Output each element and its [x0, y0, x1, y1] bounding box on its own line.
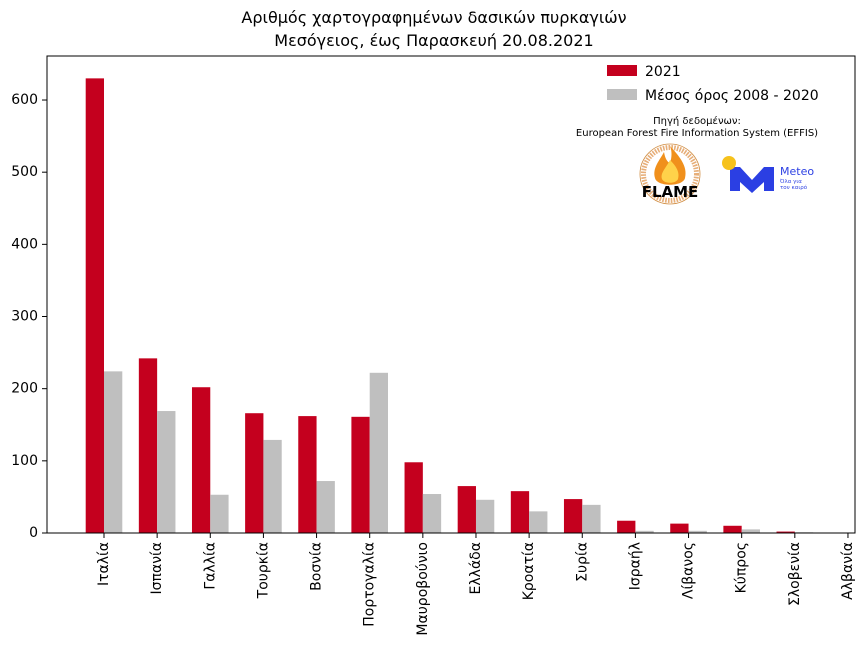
legend-label-average: Μέσος όρος 2008 - 2020 — [645, 88, 819, 104]
x-tick-label: Γαλλία — [202, 542, 218, 590]
bar-average-5 — [369, 372, 388, 533]
x-tick-label: Λίβανος — [681, 542, 697, 599]
bar-2021-5 — [351, 416, 370, 533]
meteo-m-icon — [730, 167, 774, 193]
x-tick-label: Ισραήλ — [627, 542, 643, 590]
bar-2021-4 — [298, 416, 317, 533]
x-tick-label: Τουρκία — [255, 542, 271, 599]
y-tick-label: 600 — [11, 92, 38, 108]
bar-2021-9 — [563, 499, 583, 533]
bar-2021-10 — [617, 520, 636, 533]
bar-average-6 — [422, 494, 442, 533]
bar-average-3 — [263, 439, 282, 533]
bar-average-1 — [157, 411, 176, 533]
legend: 2021 Μέσος όρος 2008 - 2020 — [607, 64, 819, 104]
legend-swatch-2021 — [607, 65, 637, 76]
legend-swatch-average — [607, 89, 637, 100]
flame-logo: FLAME — [639, 143, 701, 205]
bar-average-12 — [741, 529, 760, 533]
plot-frame — [46, 55, 856, 534]
x-tick-label: Ιταλία — [96, 542, 112, 586]
meteo-tagline-line-1: Όλα για — [779, 178, 802, 185]
legend-label-2021: 2021 — [645, 64, 681, 80]
bar-average-2 — [210, 494, 229, 533]
bar-2021-7 — [457, 486, 476, 533]
bar-2021-2 — [191, 387, 211, 533]
y-tick-label: 0 — [29, 525, 38, 541]
x-tick-label: Μαυροβούνιο — [415, 542, 431, 636]
y-tick-label: 100 — [11, 453, 38, 469]
meteo-sun-icon — [722, 156, 736, 170]
x-tick-label: Βοσνία — [309, 542, 325, 591]
source-label: Πηγή δεδομένων: — [653, 115, 741, 127]
bar-2021-13 — [776, 531, 795, 533]
bar-2021-0 — [85, 78, 104, 534]
x-tick-label: Ελλάδα — [468, 542, 484, 594]
x-tick-label: Αλβανία — [840, 542, 856, 600]
bar-2021-6 — [404, 462, 423, 533]
flame-logo-lettering-ring — [641, 145, 699, 203]
bar-2021-11 — [670, 523, 689, 533]
bar-average-8 — [529, 511, 548, 533]
y-tick-label: 500 — [11, 164, 38, 180]
flame-inner-icon — [661, 160, 679, 183]
chart-subtitle: Μεσόγειος, έως Παρασκευή 20.08.2021 — [274, 31, 593, 50]
x-tick-label: Πορτογαλία — [362, 542, 378, 627]
bar-2021-8 — [510, 491, 530, 533]
y-axis: 0 100 200 300 400 500 600 — [11, 92, 47, 541]
x-tick-label: Συρία — [574, 542, 590, 582]
bar-2021-1 — [138, 358, 158, 533]
bar-2021-3 — [245, 413, 264, 533]
flame-logo-text: FLAME — [642, 183, 699, 201]
meteo-logo: Meteo Όλα για τον καιρό — [722, 156, 814, 193]
x-tick-label: Κροατία — [521, 542, 537, 600]
meteo-tagline-line-2: τον καιρό — [780, 184, 808, 191]
data-source: Πηγή δεδομένων: European Forest Fire Inf… — [576, 115, 818, 139]
bar-average-7 — [475, 499, 495, 533]
x-axis: Ιταλία Ισπανία Γαλλία Τουρκία Βοσνία Πορτογαλ… — [96, 533, 856, 636]
x-tick-label: Κύπρος — [734, 542, 750, 593]
bar-2021-12 — [723, 525, 742, 533]
bar-average-10 — [635, 530, 654, 533]
bar-average-4 — [316, 481, 335, 533]
y-tick-label: 300 — [11, 309, 38, 325]
bar-average-9 — [582, 504, 601, 533]
source-name: European Forest Fire Information System … — [576, 128, 818, 139]
bar-average-0 — [104, 371, 123, 533]
bar-average-11 — [688, 530, 707, 533]
x-tick-label: Σλοβενία — [787, 542, 803, 606]
x-tick-label: Ισπανία — [149, 542, 165, 594]
chart-title: Αριθμός χαρτογραφημένων δασικών πυρκαγιώ… — [241, 8, 626, 27]
bars-group — [85, 78, 814, 534]
meteo-logo-text: Meteo — [780, 165, 814, 178]
y-tick-label: 400 — [11, 236, 38, 252]
y-tick-label: 200 — [11, 381, 38, 397]
